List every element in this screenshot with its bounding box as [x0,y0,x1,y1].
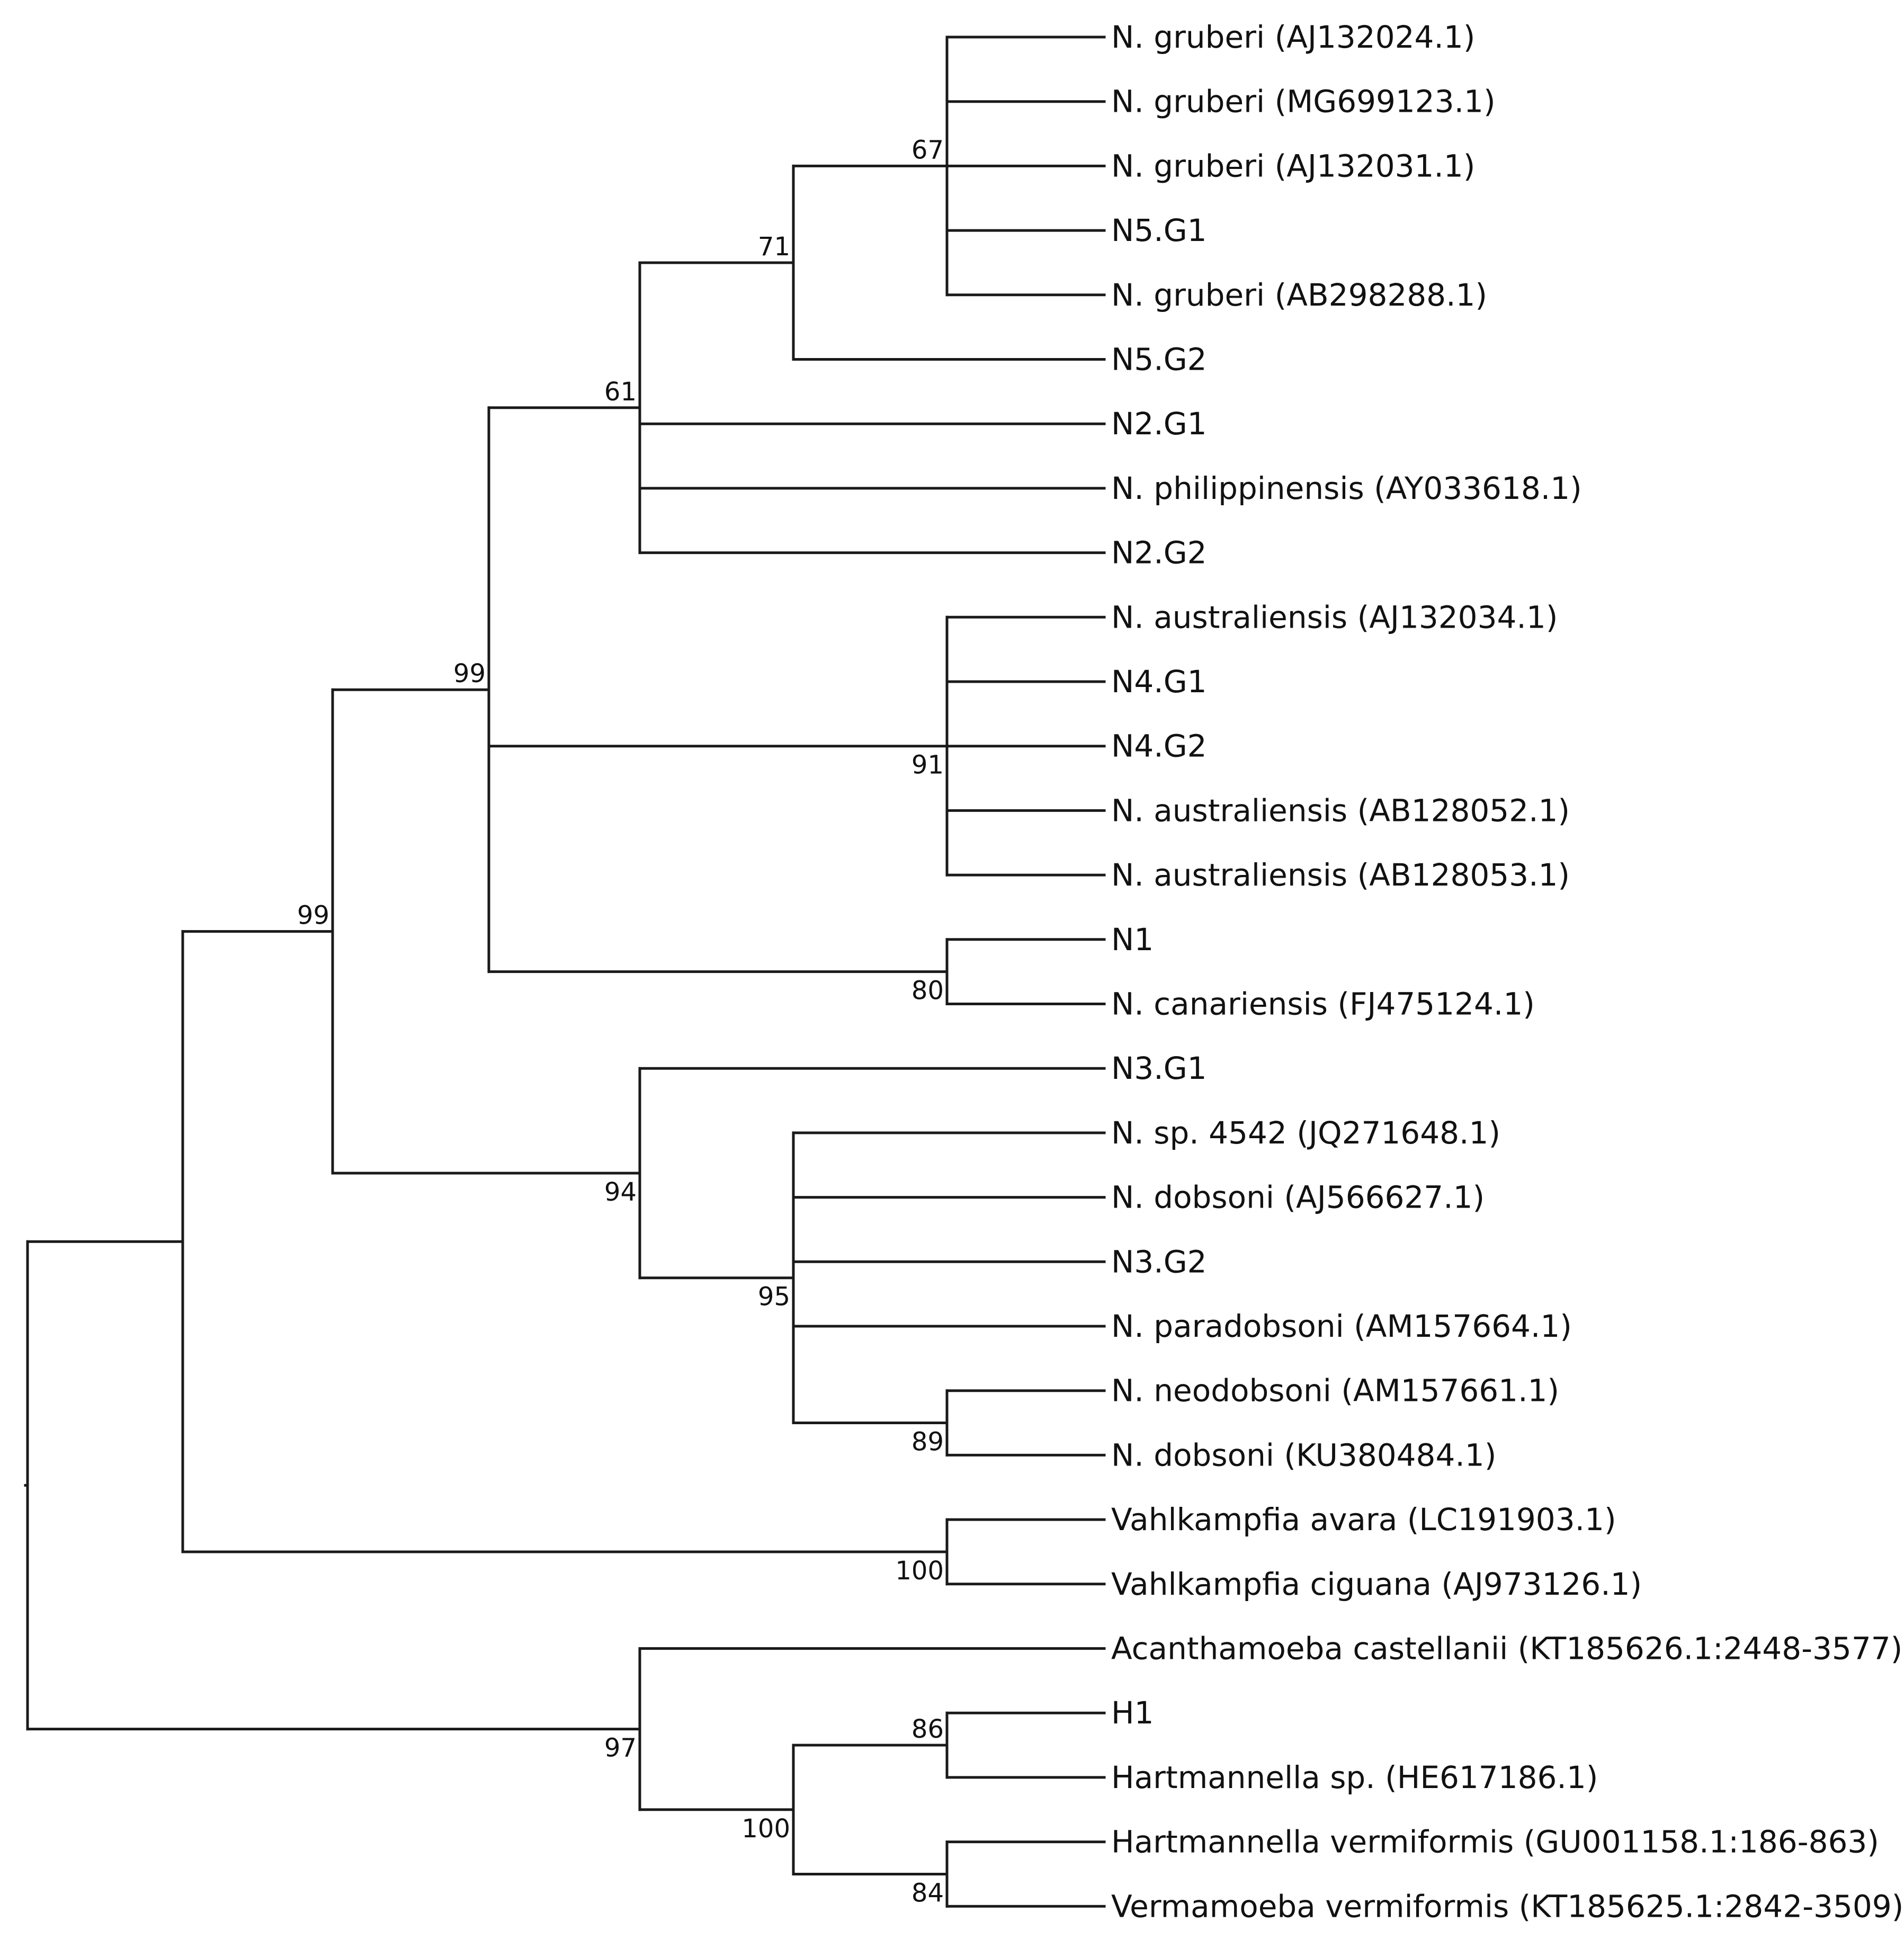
leaf-label: N. paradobsoni (AM157664.1) [1111,1308,1572,1344]
leaf-label: N. gruberi (AJ132024.1) [1111,19,1475,55]
leaf-label: N3.G2 [1111,1244,1207,1280]
leaf-label: N. sp. 4542 (JQ271648.1) [1111,1115,1500,1151]
leaf-label: N3.G1 [1111,1050,1207,1086]
leaf-label: Vahlkampfia ciguana (AJ973126.1) [1111,1566,1642,1602]
leaf-label: N5.G2 [1111,342,1207,378]
bootstrap-label: 97 [604,1734,637,1763]
leaf-label: N2.G1 [1111,406,1207,442]
bootstrap-label: 95 [758,1282,790,1312]
leaf-label: N1 [1111,922,1154,958]
leaf-label: Vahlkampfia avara (LC191903.1) [1111,1502,1616,1538]
leaf-label: N. gruberi (AJ132031.1) [1111,148,1475,184]
leaf-label: N. dobsoni (KU380484.1) [1111,1437,1496,1473]
bootstrap-label: 100 [741,1814,790,1844]
leaf-label: N. australiensis (AJ132034.1) [1111,599,1558,635]
leaf-label: N4.G1 [1111,664,1207,700]
bootstrap-label: 89 [911,1427,944,1457]
leaf-label: N. canariensis (FJ475124.1) [1111,986,1535,1022]
leaf-label: Vermamoeba vermiformis (KT185625.1:2842-… [1111,1888,1903,1924]
bootstrap-label: 71 [758,232,790,262]
leaf-label: H1 [1111,1695,1154,1731]
leaf-label: N. gruberi (MG699123.1) [1111,84,1496,120]
leaf-label: N. australiensis (AB128053.1) [1111,857,1570,893]
leaf-label: N. neodobsoni (AM157661.1) [1111,1373,1559,1409]
leaf-label: N. australiensis (AB128052.1) [1111,792,1570,828]
leaf-label: N. dobsoni (AJ566627.1) [1111,1180,1485,1216]
bootstrap-label: 91 [911,750,944,780]
bootstrap-label: 61 [604,377,637,407]
leaf-label: Hartmannella vermiformis (GU001158.1:186… [1111,1824,1879,1860]
leaf-label: N5.G1 [1111,212,1207,248]
bootstrap-label: 67 [911,135,944,165]
bootstrap-label: 99 [453,659,486,689]
leaf-label: Hartmannella sp. (HE617186.1) [1111,1759,1598,1795]
bootstrap-label: 80 [911,976,944,1006]
leaf-label: N2.G2 [1111,535,1207,571]
leaf-label: N4.G2 [1111,728,1207,764]
bootstrap-label: 100 [895,1556,944,1586]
leaf-label: N. philippinensis (AY033618.1) [1111,470,1582,506]
bootstrap-label: 86 [911,1714,944,1744]
bootstrap-label: 94 [604,1177,637,1207]
bootstrap-label: 84 [911,1878,944,1908]
leaf-label: N. gruberi (AB298288.1) [1111,277,1487,313]
leaf-label: Acanthamoeba castellanii (KT185626.1:244… [1111,1631,1902,1667]
bootstrap-label: 99 [297,901,329,931]
